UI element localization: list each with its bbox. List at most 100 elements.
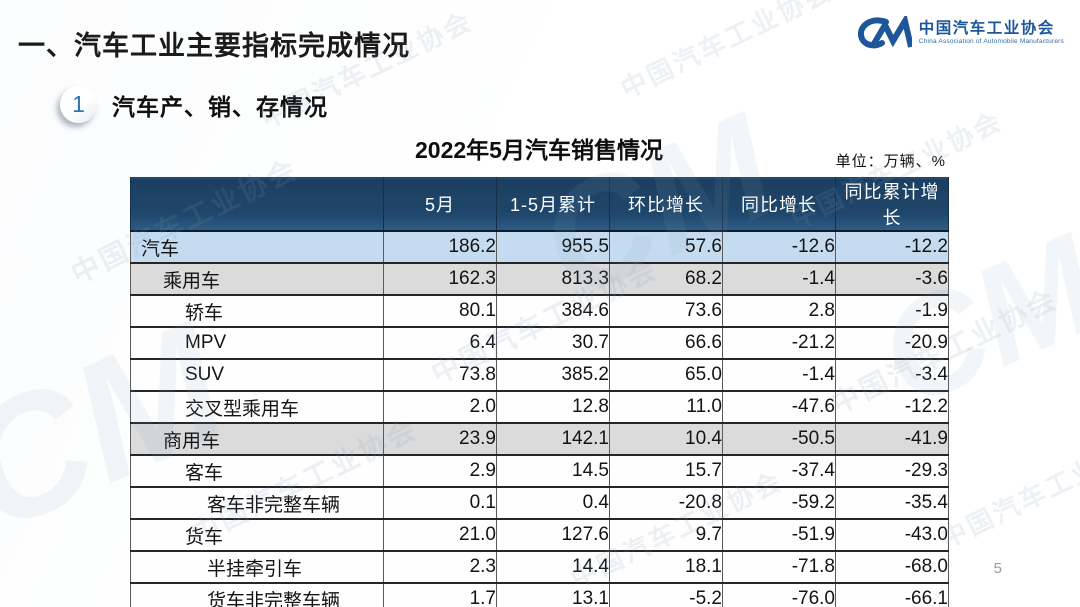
value-cell: -20.9 [835,327,949,360]
value-cell: 73.6 [609,295,723,328]
value-cell: -1.4 [722,359,836,392]
value-cell: -47.6 [722,391,836,424]
value-cell: 65.0 [609,359,723,392]
watermark-text: 中国汽车工业协会 [935,425,1080,555]
value-cell: -76.0 [722,583,836,607]
section-heading: 汽车产、销、存情况 [112,93,328,120]
value-cell: 80.1 [383,295,497,328]
row-label: MPV [130,327,384,360]
row-label: 交叉型乘用车 [130,391,384,424]
table-row: 交叉型乘用车 2.0 12.8 11.0 -47.6 -12.2 [130,391,949,424]
value-cell: 12.8 [496,391,610,424]
value-cell: 57.6 [609,231,723,264]
row-label: 客车非完整车辆 [130,487,384,520]
table-row: 乘用车 162.3 813.3 68.2 -1.4 -3.6 [130,263,949,296]
value-cell: 162.3 [383,263,497,296]
value-cell: -12.6 [722,231,836,264]
row-label: 乘用车 [130,263,384,296]
row-label: 半挂牵引车 [130,551,384,584]
value-cell: 955.5 [496,231,610,264]
value-cell: -12.2 [835,391,949,424]
watermark-text: 中国汽车工业协会 [615,0,838,105]
value-cell: -3.4 [835,359,949,392]
row-label: 客车 [130,455,384,488]
value-cell: 66.6 [609,327,723,360]
value-cell: 14.4 [496,551,610,584]
value-cell: 23.9 [383,423,497,456]
table-row: 汽车 186.2 955.5 57.6 -12.6 -12.2 [130,231,949,264]
value-cell: 0.4 [496,487,610,520]
value-cell: 813.3 [496,263,610,296]
value-cell: 73.8 [383,359,497,392]
column-header: 环比增长 [609,177,723,232]
value-cell: 2.0 [383,391,497,424]
table-row: 货车 21.0 127.6 9.7 -51.9 -43.0 [130,519,949,552]
caam-name-en: China Association of Automobile Manufact… [918,38,1064,46]
caam-logo: 中国汽车工业协会 China Association of Automobile… [856,16,1064,50]
value-cell: 1.7 [383,583,497,607]
value-cell: 127.6 [496,519,610,552]
value-cell: 2.8 [722,295,836,328]
table-row: SUV 73.8 385.2 65.0 -1.4 -3.4 [130,359,949,392]
table-row: 半挂牵引车 2.3 14.4 18.1 -71.8 -68.0 [130,551,949,584]
table-row: 商用车 23.9 142.1 10.4 -50.5 -41.9 [130,423,949,456]
table-header-row: 5月 1-5月累计 环比增长 同比增长 同比累计增长 [130,177,949,232]
value-cell: -51.9 [722,519,836,552]
value-cell: 11.0 [609,391,723,424]
row-label: 商用车 [130,423,384,456]
value-cell: 186.2 [383,231,497,264]
value-cell: -37.4 [722,455,836,488]
value-cell: 18.1 [609,551,723,584]
column-header: 同比增长 [722,177,836,232]
value-cell: -29.3 [835,455,949,488]
page-number: 5 [993,560,1002,577]
value-cell: -21.2 [722,327,836,360]
table-row: 客车非完整车辆 0.1 0.4 -20.8 -59.2 -35.4 [130,487,949,520]
unit-note: 单位：万辆、% [835,153,946,170]
value-cell: 6.4 [383,327,497,360]
value-cell: -50.5 [722,423,836,456]
corner-header-cell [130,177,384,232]
value-cell: 68.2 [609,263,723,296]
value-cell: 2.3 [383,551,497,584]
caam-name-cn: 中国汽车工业协会 [918,20,1055,38]
value-cell: 142.1 [496,423,610,456]
value-cell: -1.9 [835,295,949,328]
table-row: 轿车 80.1 384.6 73.6 2.8 -1.9 [130,295,949,328]
value-cell: -41.9 [835,423,949,456]
table-row: 货车非完整车辆 1.7 13.1 -5.2 -76.0 -66.1 [130,583,949,607]
value-cell: -66.1 [835,583,949,607]
table-row: MPV 6.4 30.7 66.6 -21.2 -20.9 [130,327,949,360]
value-cell: -71.8 [722,551,836,584]
value-cell: -43.0 [835,519,949,552]
value-cell: 14.5 [496,455,610,488]
value-cell: -5.2 [609,583,723,607]
value-cell: 15.7 [609,455,723,488]
value-cell: -1.4 [722,263,836,296]
section-number-badge: 1 [60,86,97,123]
value-cell: 385.2 [496,359,610,392]
column-header: 5月 [383,177,497,232]
value-cell: 30.7 [496,327,610,360]
page-title: 一、汽车工业主要指标完成情况 [18,31,410,61]
value-cell: 13.1 [496,583,610,607]
row-label: 轿车 [130,295,384,328]
column-header: 1-5月累计 [496,177,610,232]
section-heading-row: 1 汽车产、销、存情况 [60,86,328,123]
value-cell: -68.0 [835,551,949,584]
row-label: 货车 [130,519,384,552]
sales-table: 5月 1-5月累计 环比增长 同比增长 同比累计增长 汽车 186.2 955.5 57.6-… [130,177,949,607]
caam-cm-logo-icon [856,16,912,50]
value-cell: 2.9 [383,455,497,488]
value-cell: -59.2 [722,487,836,520]
table-row: 客车 2.9 14.5 15.7 -37.4 -29.3 [130,455,949,488]
caam-logo-text: 中国汽车工业协会 China Association of Automobile… [919,20,1064,45]
row-label: SUV [130,359,384,392]
value-cell: -20.8 [609,487,723,520]
table-title: 2022年5月汽车销售情况 [415,137,663,163]
row-label: 汽车 [130,231,384,264]
value-cell: 0.1 [383,487,497,520]
value-cell: -35.4 [835,487,949,520]
value-cell: 9.7 [609,519,723,552]
